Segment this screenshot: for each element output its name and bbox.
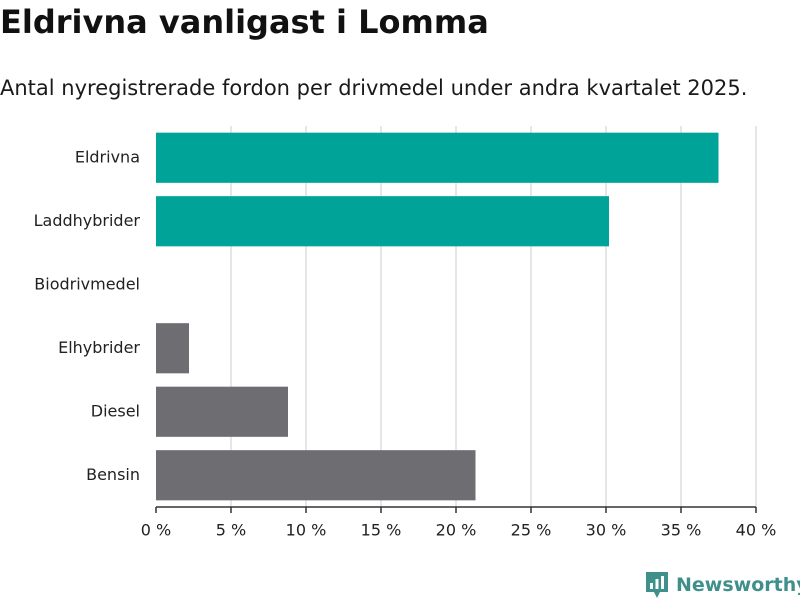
x-tick-label: 5 % bbox=[216, 521, 246, 540]
newsworthy-logo-icon bbox=[646, 572, 668, 598]
bar bbox=[156, 196, 609, 247]
x-tick-label: 15 % bbox=[361, 521, 402, 540]
chart-title: Eldrivna vanligast i Lomma bbox=[0, 3, 489, 41]
chart-subtitle: Antal nyregistrerade fordon per drivmede… bbox=[0, 76, 748, 100]
x-tick-label: 40 % bbox=[736, 521, 777, 540]
newsworthy-brand: Newsworthy bbox=[644, 570, 800, 600]
bar bbox=[156, 450, 476, 501]
category-label: Laddhybrider bbox=[34, 211, 141, 230]
x-tick-label: 0 % bbox=[141, 521, 171, 540]
category-label: Elhybrider bbox=[58, 338, 140, 357]
bar bbox=[156, 386, 288, 437]
x-tick-label: 35 % bbox=[661, 521, 702, 540]
x-tick-label: 20 % bbox=[436, 521, 477, 540]
category-label: Eldrivna bbox=[75, 147, 140, 166]
category-label: Biodrivmedel bbox=[34, 274, 140, 293]
newsworthy-brand-name: Newsworthy bbox=[676, 574, 800, 596]
bar bbox=[156, 132, 719, 183]
bar bbox=[156, 323, 189, 374]
x-tick-label: 10 % bbox=[286, 521, 327, 540]
category-label: Diesel bbox=[91, 401, 140, 420]
category-label: Bensin bbox=[86, 465, 140, 484]
bar-chart: Eldrivna Laddhybrider Biodrivmedel Elhybrid… bbox=[34, 126, 777, 540]
x-tick-label: 25 % bbox=[511, 521, 552, 540]
x-tick-label: 30 % bbox=[586, 521, 627, 540]
